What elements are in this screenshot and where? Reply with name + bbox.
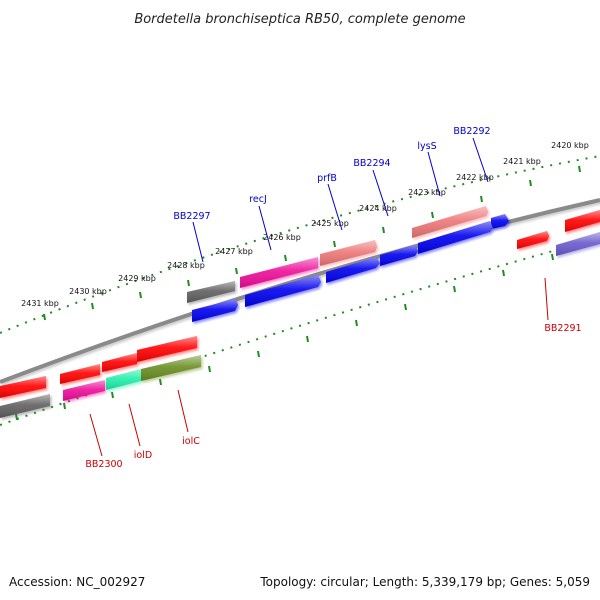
tick-label-2424: 2424 kbp xyxy=(359,204,397,213)
gene-gloss-lower xyxy=(0,214,600,418)
tick-label-2430: 2430 kbp xyxy=(69,287,107,296)
label-leaders xyxy=(89,137,549,457)
gene-label-bb2300[interactable]: BB2300 xyxy=(85,459,122,470)
tick-label-2425: 2425 kbp xyxy=(311,219,349,228)
tick-label-2427: 2427 kbp xyxy=(215,247,253,256)
tick-label-2420: 2420 kbp xyxy=(551,141,589,150)
gene-label-bb2291[interactable]: BB2291 xyxy=(544,323,581,334)
inner-tick-ring xyxy=(0,237,600,426)
tick-label-2422: 2422 kbp xyxy=(456,173,494,182)
tick-label-2429: 2429 kbp xyxy=(118,274,156,283)
tick-label-2431: 2431 kbp xyxy=(21,299,59,308)
tick-label-2423: 2423 kbp xyxy=(408,188,446,197)
genome-backbone xyxy=(0,198,600,384)
genome-summary-text: Topology: circular; Length: 5,339,179 bp… xyxy=(259,575,590,589)
gene-gloss-upper xyxy=(0,206,600,398)
gene-label-iolc[interactable]: iolC xyxy=(182,436,200,447)
major-ticks xyxy=(15,165,581,421)
outer-tick-ring xyxy=(0,155,600,334)
gene-label-iold[interactable]: iolD xyxy=(134,450,152,461)
gene-label-bb2294[interactable]: BB2294 xyxy=(353,158,390,169)
map-title: Bordetella bronchiseptica RB50, complete… xyxy=(134,12,465,27)
tick-label-2421: 2421 kbp xyxy=(503,157,541,166)
tick-label-2428: 2428 kbp xyxy=(167,261,205,270)
gene-label-bb2292[interactable]: BB2292 xyxy=(453,126,490,137)
gene-label-lyss[interactable]: lysS xyxy=(417,141,436,152)
gene-label-recj[interactable]: recJ xyxy=(249,194,267,205)
accession-text: Accession: NC_002927 xyxy=(9,575,145,589)
gene-label-bb2297[interactable]: BB2297 xyxy=(173,211,210,222)
gene-label-prfb[interactable]: prfB xyxy=(317,173,337,184)
tick-label-2426: 2426 kbp xyxy=(263,233,301,242)
